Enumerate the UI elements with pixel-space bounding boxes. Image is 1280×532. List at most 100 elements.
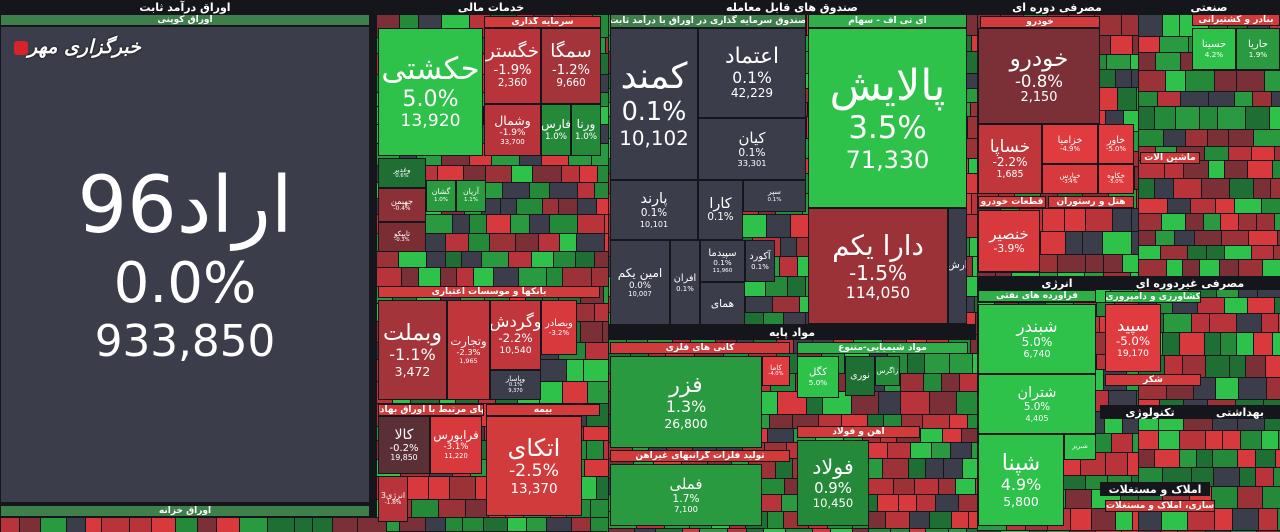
tile-name: کیان [738, 128, 766, 147]
tile: آریان 1.1% [456, 180, 486, 212]
tile-name: تاپیکو [393, 228, 411, 238]
tile-volume: 2,360 [497, 78, 528, 90]
tile: حسینا 4.2% [1192, 28, 1236, 70]
tile: شپنا 4.9% 5,800 [978, 434, 1064, 526]
group-header: شکر [1105, 374, 1201, 386]
tile: سمگا -1.2% 9,660 [541, 28, 601, 104]
tile: فارس 1.0% [541, 104, 571, 156]
group-header: ماشین آلات [1140, 152, 1200, 164]
section-title: مواد پایه [608, 324, 976, 340]
filler-tile [1277, 508, 1280, 532]
tile-change: 0.1% [738, 145, 766, 159]
filler-tile [239, 517, 269, 532]
tile-name: ورنا [576, 117, 596, 132]
tile: آکورد 0.1% [745, 240, 775, 282]
tile-change: 0.1% [621, 97, 687, 128]
group-header: بنادر و کشتیرانی [1192, 14, 1280, 26]
tile-volume: 1,685 [996, 169, 1024, 181]
tile: وگردش -2.2% 10,540 [490, 300, 541, 370]
tile-change: 0.1% [732, 68, 772, 87]
tile-name: اتکای [507, 433, 561, 462]
tile-change: -1.8% [384, 500, 402, 507]
watermark: خبرگزاری مهر [10, 36, 141, 58]
tile: فولاد 0.9% 10,450 [797, 440, 869, 526]
tile-name: خساپا [989, 135, 1031, 156]
tile: خپارس -3.4% [1042, 164, 1098, 194]
tile-name: حاریا [1247, 39, 1269, 51]
tile-name: وتجارت [450, 333, 487, 348]
tile-volume: 42,229 [730, 86, 774, 101]
group-header: اهن و فولاد [797, 426, 920, 438]
tile-name: انرژی3 [380, 491, 406, 501]
tile-name: خزامیا [1057, 134, 1083, 146]
tile-change: -3.2% [548, 329, 570, 338]
tile: سپید -5.0% 19,170 [1105, 304, 1161, 372]
tile-change: 0.0% [113, 250, 257, 316]
tile: خگستر -1.9% 2,360 [484, 28, 541, 104]
tile-volume: 11,220 [444, 451, 468, 460]
tile-volume: 3,472 [394, 363, 431, 379]
tile-change: 3.5% [848, 110, 927, 147]
tile: همای [700, 282, 745, 326]
tile-name: دارا یکم [832, 228, 924, 262]
tile-change: 1.1% [463, 197, 478, 204]
tile-change: -2.3% [456, 347, 481, 358]
tile-name: امین یکم [617, 266, 663, 281]
tile-change: 4.2% [1204, 49, 1224, 59]
section-title: انرژی [977, 276, 1137, 290]
tile-name: جهبمن [390, 195, 414, 206]
group-header: بیمه [486, 404, 600, 416]
tile-change: -3.4% [1062, 179, 1078, 186]
tile-volume: 10,540 [499, 344, 532, 356]
tile-change: 1.0% [544, 131, 568, 142]
tile-change: 0.9% [814, 478, 852, 497]
filler-tile [900, 391, 930, 417]
tile-change: -0.8% [1014, 72, 1064, 92]
tile-change: 5.0% [402, 86, 459, 113]
tile-name: پارند [640, 191, 668, 208]
tile-change: -5.0% [1108, 179, 1124, 186]
tile: کارا 0.1% [698, 180, 743, 240]
tile-change: 0.1% [707, 211, 734, 224]
tile-change: -2.2% [992, 155, 1028, 170]
tile: خساپا -2.2% 1,685 [978, 124, 1042, 194]
tile-volume: 114,050 [845, 283, 911, 302]
tile-change: 1.9% [1248, 49, 1268, 59]
tile-name: خگستر [485, 41, 540, 63]
tile-change: -5.0% [1105, 144, 1127, 153]
tile-volume: 19,170 [1117, 348, 1149, 359]
tile: سپیدما 0.1% 11,960 [700, 240, 745, 282]
group-header: سازی، املاک و مستغلات [1105, 500, 1215, 512]
tile-name: کالا [394, 426, 414, 443]
tile: حاریا 1.9% [1236, 28, 1280, 70]
tile: خودرو -0.8% 2,150 [978, 28, 1100, 124]
tile-change: -2.5% [508, 461, 560, 482]
tile-change: -1.2% [551, 63, 591, 79]
tile: فزر 1.3% 26,800 [610, 356, 762, 448]
tile: نوری [845, 356, 875, 396]
tile-change: 4.9% [1000, 475, 1042, 495]
tile-volume: 2,150 [1020, 90, 1058, 106]
tile-name: افران [673, 273, 697, 285]
tile: حکشتی 5.0% 13,920 [378, 28, 483, 156]
tile-name: خنصیر [989, 225, 1029, 244]
group-header: سرمایه گذاری [484, 16, 601, 28]
tile-name: حسینا [1201, 39, 1227, 51]
tile-change: 0.6% [395, 173, 409, 180]
tile-name: کمند [620, 56, 688, 98]
tile-change: -0.2% [389, 442, 419, 454]
tile: کمند 0.1% 10,102 [610, 28, 698, 180]
tile-name: شبندر [1016, 315, 1058, 336]
tile: خکاوه -5.0% [1098, 164, 1134, 194]
logo-mark [14, 41, 28, 55]
tile-name: وبصادر [545, 317, 573, 329]
tile: افران 0.1% [670, 240, 700, 326]
group-header: اوراق خزانه [0, 505, 370, 517]
group-header: خودرو [980, 16, 1100, 28]
tile-name: خپارس [1059, 170, 1081, 180]
tile-volume: 33,700 [500, 138, 525, 147]
tile-volume: 5,800 [1003, 494, 1039, 509]
filler-tile [1161, 508, 1191, 532]
tile-volume: 933,850 [94, 315, 276, 367]
tile-name: سپر [768, 187, 781, 197]
